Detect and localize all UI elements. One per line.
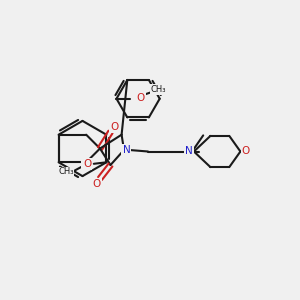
Text: O: O	[83, 159, 91, 169]
Text: O: O	[110, 122, 118, 132]
Text: CH₃: CH₃	[58, 167, 74, 176]
Text: N: N	[185, 146, 193, 157]
Text: O: O	[92, 179, 101, 189]
Text: CH₃: CH₃	[150, 85, 166, 94]
Text: O: O	[136, 93, 145, 103]
Text: O: O	[82, 159, 90, 169]
Text: O: O	[242, 146, 250, 157]
Text: N: N	[122, 145, 130, 155]
